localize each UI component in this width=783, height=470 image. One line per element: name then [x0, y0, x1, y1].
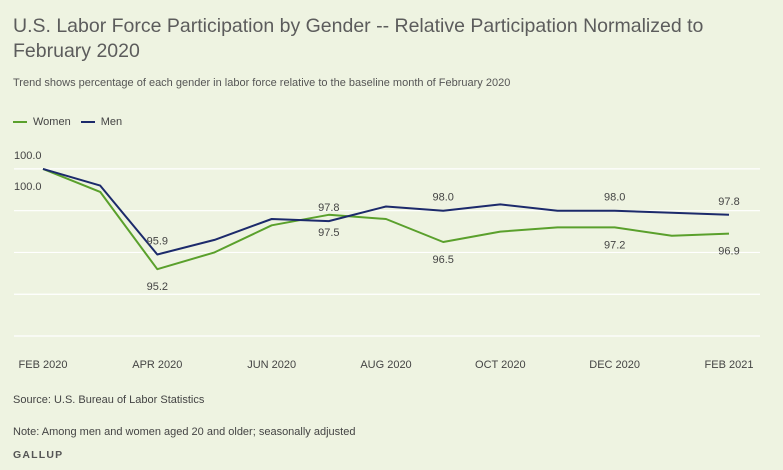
legend-swatch-men	[80, 121, 95, 123]
source-note: Source: U.S. Bureau of Labor Statistics	[13, 394, 205, 406]
series-line-men	[42, 167, 730, 256]
data-label: 96.9	[718, 246, 739, 258]
x-axis-ticks: FEB 2020 APR 2020 JUN 2020 AUG 2020 OCT 2020…	[19, 359, 754, 371]
data-label: 97.8	[318, 202, 339, 214]
data-label: 100.0	[14, 181, 42, 193]
data-label: 100.0	[14, 150, 42, 162]
methodology-note: Note: Among men and women aged 20 and ol…	[13, 426, 356, 438]
legend-label-women: Women	[33, 116, 71, 128]
legend-item-men: Men	[80, 116, 123, 128]
chart-subtitle: Trend shows percentage of each gender in…	[13, 77, 511, 89]
line-chart: 100.0 95.2 97.5 96.5 97.2 96.9 100.0 95.9 97.8 98…	[14, 150, 760, 371]
gallup-logo: GALLUP	[13, 449, 64, 461]
legend-label-men: Men	[100, 116, 123, 128]
data-label: 98.0	[604, 192, 625, 204]
x-tick-label: APR 2020	[132, 359, 182, 371]
series-line-women	[42, 167, 730, 271]
data-label: 95.9	[147, 236, 168, 248]
data-label: 98.0	[432, 192, 453, 204]
legend-item-women: Women	[13, 116, 71, 128]
x-tick-label: JUN 2020	[247, 359, 296, 371]
data-label: 97.8	[718, 196, 739, 208]
legend-swatch-women	[13, 121, 27, 123]
x-tick-label: AUG 2020	[360, 359, 411, 371]
data-label: 95.2	[147, 281, 168, 293]
legend: Women Men	[13, 116, 132, 128]
x-tick-label: FEB 2020	[19, 359, 68, 371]
x-tick-label: OCT 2020	[475, 359, 526, 371]
data-labels: 100.0 95.2 97.5 96.5 97.2 96.9 100.0 95.9 97.8 98…	[14, 150, 740, 293]
series-layer	[42, 167, 730, 271]
chart-title: U.S. Labor Force Participation by Gender…	[13, 15, 704, 62]
x-tick-label: FEB 2021	[705, 359, 754, 371]
x-tick-label: DEC 2020	[589, 359, 640, 371]
data-label: 97.5	[318, 227, 339, 239]
grid	[14, 168, 760, 337]
data-label: 97.2	[604, 239, 625, 251]
data-label: 96.5	[432, 254, 453, 266]
